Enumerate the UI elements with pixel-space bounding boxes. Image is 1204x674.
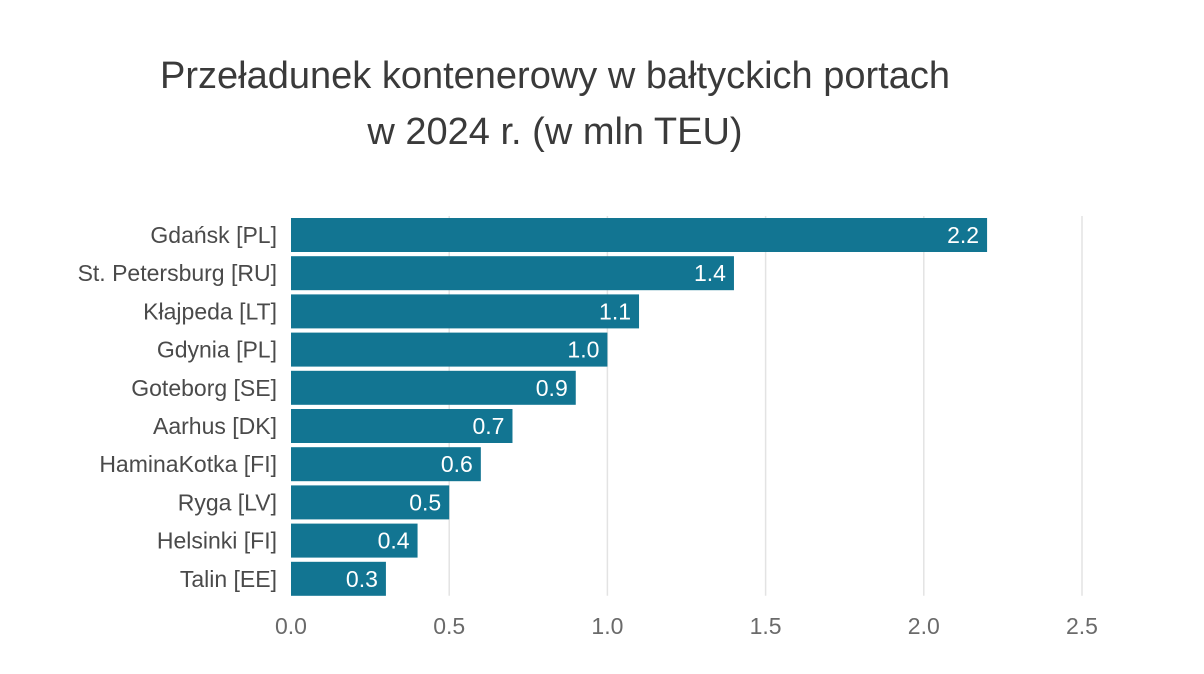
x-tick-label: 2.0 [908,613,940,639]
category-label: Ryga [LV] [178,489,277,515]
category-label: Gdynia [PL] [157,337,277,363]
x-tick-label: 0.0 [275,613,307,639]
bar-value-label: 1.0 [567,337,599,363]
bar [291,523,418,558]
category-labels: Gdańsk [PL] St. Petersburg [RU] Kłajpeda [… [78,222,277,592]
x-tick-label: 0.5 [433,613,465,639]
bar [291,370,576,405]
bar [291,332,608,367]
bar-value-label: 2.2 [947,222,979,248]
bar [291,256,734,291]
bar [291,294,640,329]
bar [291,409,513,443]
bar-value-label: 0.4 [378,528,410,554]
category-label: Kłajpeda [LT] [143,298,277,324]
x-axis-tick-labels: 0.0 0.5 1.0 1.5 2.0 2.5 [275,613,1098,639]
bar-value-label: 0.3 [346,566,378,592]
bar-value-label: 1.4 [694,260,726,286]
x-tick-label: 2.5 [1066,613,1098,639]
category-label: Gdańsk [PL] [150,222,277,248]
bar-value-label: 0.7 [472,413,504,439]
category-label: Aarhus [DK] [153,413,277,439]
bar-value-label: 1.1 [599,298,631,324]
chart-title-line1: Przeładunek kontenerowy w bałtyckich por… [160,55,950,97]
bar-value-label: 0.6 [441,451,473,477]
bar [291,447,481,482]
chart-title: Przeładunek kontenerowy w bałtyckich por… [0,48,1110,160]
category-label: Goteborg [SE] [131,375,277,401]
chart-title-line2: w 2024 r. (w mln TEU) [367,111,743,153]
x-tick-label: 1.5 [750,613,782,639]
category-label: Helsinki [FI] [157,528,277,554]
x-tick-label: 1.0 [591,613,623,639]
bar [291,485,450,520]
bar [291,218,988,252]
category-label: Talin [EE] [180,566,277,592]
category-label: St. Petersburg [RU] [78,260,277,286]
bars: 2.2 1.4 1.11.0 0.9 0.7 0.60.5 0.40.3 [291,218,988,596]
category-label: HaminaKotka [FI] [99,451,277,477]
bar [291,561,386,596]
bar-value-label: 0.9 [536,375,568,401]
bar-value-label: 0.5 [409,489,441,515]
